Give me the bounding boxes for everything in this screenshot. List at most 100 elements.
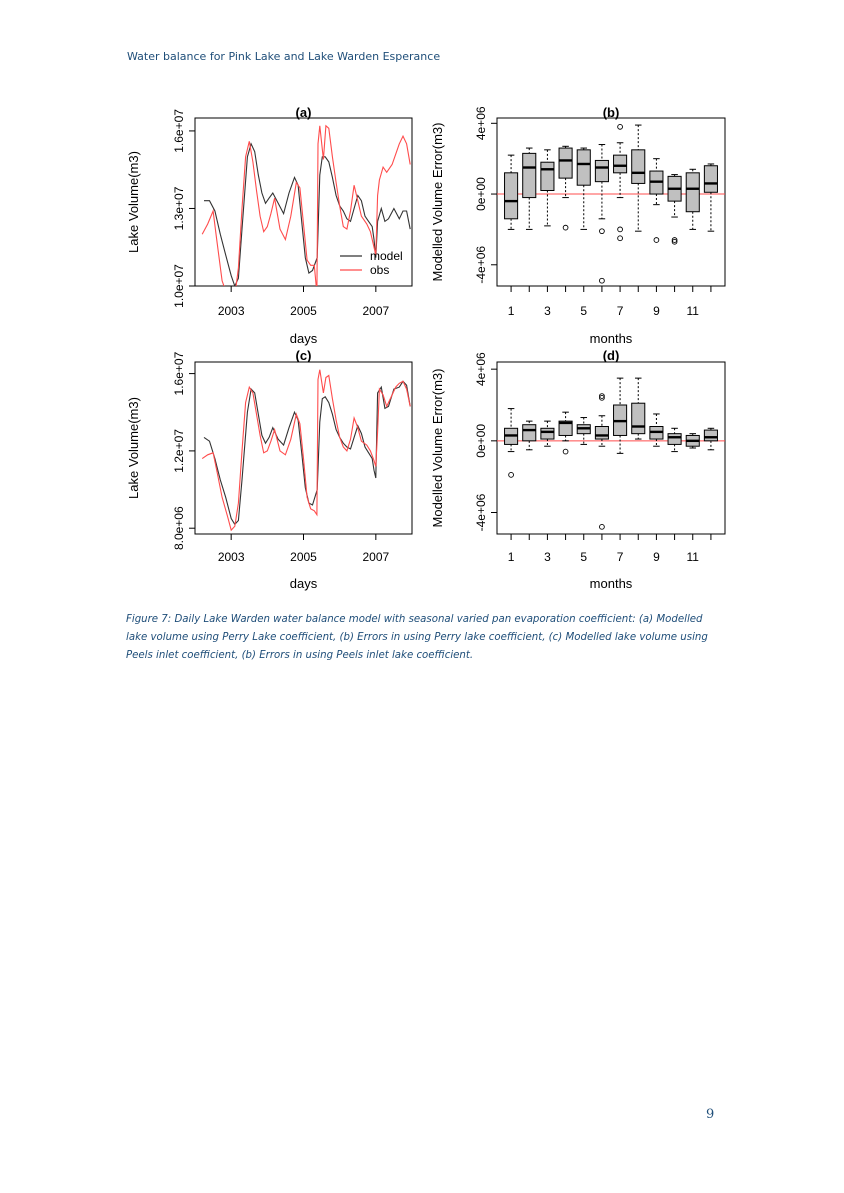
box-month-8 xyxy=(631,377,646,440)
y-tick-label: 0e+00 xyxy=(474,177,488,211)
outlier-point xyxy=(562,448,569,455)
x-tick-label: 11 xyxy=(687,304,700,318)
box-month-10 xyxy=(667,427,682,453)
y-axis-label: Lake Volume(m3) xyxy=(126,397,141,499)
y-tick-label: 4e+06 xyxy=(474,352,488,386)
box-iqr xyxy=(594,426,609,440)
x-tick-label: 2007 xyxy=(362,304,389,318)
legend-model-label: model xyxy=(370,249,403,263)
series-line-obs xyxy=(201,124,411,286)
outlier-point xyxy=(508,472,514,478)
y-tick-label: 1.6e+07 xyxy=(172,109,186,153)
x-tick-label: 2003 xyxy=(218,304,245,318)
x-axis-label: months xyxy=(590,576,633,591)
box-month-4 xyxy=(558,411,573,455)
box-month-10 xyxy=(667,174,682,245)
box-iqr xyxy=(504,172,519,220)
y-tick-label: 1.3e+07 xyxy=(172,186,186,230)
figure-caption: Figure 7: Daily Lake Warden water balanc… xyxy=(126,614,708,661)
panel-c: (c) 8.0e+06 1.2e+07 1.6e+07 Lake Volume(m3) d… xyxy=(126,348,413,591)
box-month-3 xyxy=(540,149,555,227)
outlier-point xyxy=(599,277,605,284)
box-iqr xyxy=(631,402,646,435)
box-iqr xyxy=(631,149,646,184)
page-number: 9 xyxy=(706,1107,715,1122)
panel-d: (d) -4e+06 0e+00 4e+06 Modelled Volume Error… xyxy=(430,348,726,591)
outlier-point xyxy=(599,228,605,235)
outlier-point xyxy=(599,393,605,399)
figure-7: (a) 1.0e+07 1.3e+07 1.6e+07 Lake Volume(m3) d… xyxy=(120,98,740,603)
box-iqr xyxy=(522,424,537,442)
x-tick-label: 1 xyxy=(508,304,515,318)
legend-obs-label: obs xyxy=(370,263,389,277)
box-iqr xyxy=(558,147,573,179)
y-axis-label: Modelled Volume Error(m3) xyxy=(430,369,445,528)
y-tick-label: 1.2e+07 xyxy=(172,429,186,473)
box-month-1 xyxy=(504,408,519,478)
outlier-point xyxy=(671,238,678,245)
plot-frame xyxy=(496,361,726,535)
x-tick-label: 2005 xyxy=(290,304,317,318)
box-month-11 xyxy=(685,433,700,449)
y-axis-label: Modelled Volume Error(m3) xyxy=(430,123,445,282)
x-axis-label: months xyxy=(590,331,633,346)
box-month-2 xyxy=(522,147,537,230)
x-tick-label: 1 xyxy=(508,550,515,564)
box-month-4 xyxy=(558,145,573,231)
box-iqr xyxy=(685,172,700,213)
x-tick-label: 3 xyxy=(544,304,551,318)
box-iqr xyxy=(613,154,628,174)
x-tick-label: 2007 xyxy=(362,550,389,564)
box-month-6 xyxy=(594,393,609,530)
x-tick-label: 9 xyxy=(653,550,660,564)
box-month-9 xyxy=(649,413,664,447)
box-month-8 xyxy=(631,124,646,232)
outlier-point xyxy=(599,523,605,530)
box-iqr xyxy=(522,152,537,199)
panel-b: (b) -4e+06 0e+00 4e+06 Modelled Volume Error… xyxy=(430,105,726,346)
outlier-point xyxy=(671,237,678,243)
y-tick-label: 1.6e+07 xyxy=(172,351,186,395)
box-month-1 xyxy=(504,154,519,230)
box-iqr xyxy=(594,159,609,183)
box-iqr xyxy=(558,420,573,436)
box-month-6 xyxy=(594,144,609,284)
outlier-point xyxy=(617,235,623,242)
x-axis-label: days xyxy=(290,331,318,346)
figure-7-plots: (a) 1.0e+07 1.3e+07 1.6e+07 Lake Volume(m3) d… xyxy=(126,105,726,591)
box-iqr xyxy=(667,433,682,445)
box-iqr xyxy=(540,427,555,440)
box-month-7 xyxy=(613,377,628,454)
plot-frame xyxy=(496,117,726,287)
x-tick-label: 3 xyxy=(544,550,551,564)
x-tick-label: 11 xyxy=(687,550,700,564)
y-axis-label: Lake Volume(m3) xyxy=(126,151,141,253)
plot-frame xyxy=(194,361,413,535)
y-tick-label: 4e+06 xyxy=(474,106,488,140)
box-month-12 xyxy=(703,163,718,232)
box-iqr xyxy=(703,429,718,442)
x-tick-label: 5 xyxy=(580,304,587,318)
outlier-point xyxy=(599,394,605,401)
y-tick-label: -4e+06 xyxy=(474,493,488,531)
x-tick-label: 2005 xyxy=(290,550,317,564)
outlier-point xyxy=(617,123,623,130)
x-tick-label: 7 xyxy=(617,304,624,318)
box-month-5 xyxy=(576,417,591,445)
box-month-3 xyxy=(540,420,555,447)
x-tick-label: 9 xyxy=(653,304,660,318)
panel-title: (c) xyxy=(296,348,312,363)
box-iqr xyxy=(703,165,718,193)
x-axis-label: days xyxy=(290,576,318,591)
box-month-5 xyxy=(576,147,591,230)
box-month-12 xyxy=(703,427,718,451)
box-month-2 xyxy=(522,420,537,451)
x-tick-label: 7 xyxy=(617,550,624,564)
panel-title: (b) xyxy=(603,105,620,120)
outlier-point xyxy=(562,224,569,231)
box-month-9 xyxy=(649,158,664,243)
box-month-11 xyxy=(685,168,700,230)
y-tick-label: 1.0e+07 xyxy=(172,264,186,308)
panel-a: (a) 1.0e+07 1.3e+07 1.6e+07 Lake Volume(m3) d… xyxy=(126,105,413,346)
panel-title: (d) xyxy=(603,348,620,363)
